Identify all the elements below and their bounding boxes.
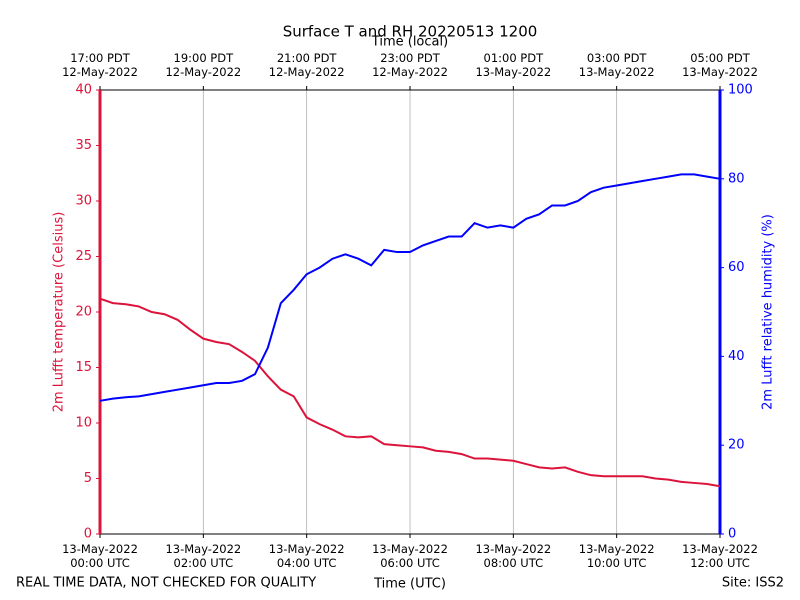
x-tick-label: 13-May-2022 10:00 UTC (578, 542, 655, 570)
x-tick-label: 13-May-2022 04:00 UTC (268, 542, 345, 570)
x2-tick-label: 17:00 PDT 12-May-2022 (62, 51, 138, 79)
x2-tick-label: 01:00 PDT 13-May-2022 (475, 51, 552, 79)
y-tick-label: 40 (75, 83, 92, 98)
x2-tick-label: 21:00 PDT 12-May-2022 (268, 51, 345, 79)
site-label: Site: ISS2 (722, 576, 784, 591)
y-tick-label: 35 (75, 138, 92, 153)
x-axis-label: Time (UTC) (373, 577, 446, 592)
x-tick-label: 13-May-2022 08:00 UTC (475, 542, 552, 570)
x-tick-label: 13-May-2022 12:00 UTC (682, 542, 758, 570)
y2-tick-label: 100 (728, 83, 753, 98)
y-tick-label: 30 (75, 194, 92, 209)
x-tick-label: 13-May-2022 02:00 UTC (165, 542, 242, 570)
x2-tick-label: 03:00 PDT 13-May-2022 (578, 51, 655, 79)
y-tick-label: 25 (75, 249, 92, 264)
y-tick-label: 5 (84, 471, 92, 486)
y-tick-label: 0 (84, 527, 92, 542)
x-tick-label: 13-May-2022 06:00 UTC (372, 542, 448, 570)
y-tick-label: 20 (75, 305, 92, 320)
y-tick-label: 10 (75, 416, 92, 431)
top-axis-label: Time (local) (371, 35, 448, 50)
series-line (99, 297, 721, 488)
y2-tick-label: 20 (728, 438, 745, 453)
y2-tick-label: 60 (728, 260, 745, 275)
series-line (99, 173, 721, 402)
y2-tick-label: 40 (728, 349, 745, 364)
x2-tick-label: 23:00 PDT 12-May-2022 (372, 51, 448, 79)
chart-title: Surface T and RH 20220513 1200 (283, 23, 538, 41)
y2-tick-label: 80 (728, 171, 745, 186)
footer-note: REAL TIME DATA, NOT CHECKED FOR QUALITY (16, 576, 316, 591)
y2-tick-label: 0 (728, 527, 736, 542)
y-axis-label: 2m Lufft temperature (Celsius) (52, 212, 67, 413)
y2-axis-label: 2m Lufft relative humidity (%) (761, 214, 776, 410)
x2-tick-label: 19:00 PDT 12-May-2022 (165, 51, 242, 79)
x-tick-label: 13-May-2022 00:00 UTC (62, 542, 138, 570)
y-tick-label: 15 (75, 360, 92, 375)
x2-tick-label: 05:00 PDT 13-May-2022 (682, 51, 758, 79)
